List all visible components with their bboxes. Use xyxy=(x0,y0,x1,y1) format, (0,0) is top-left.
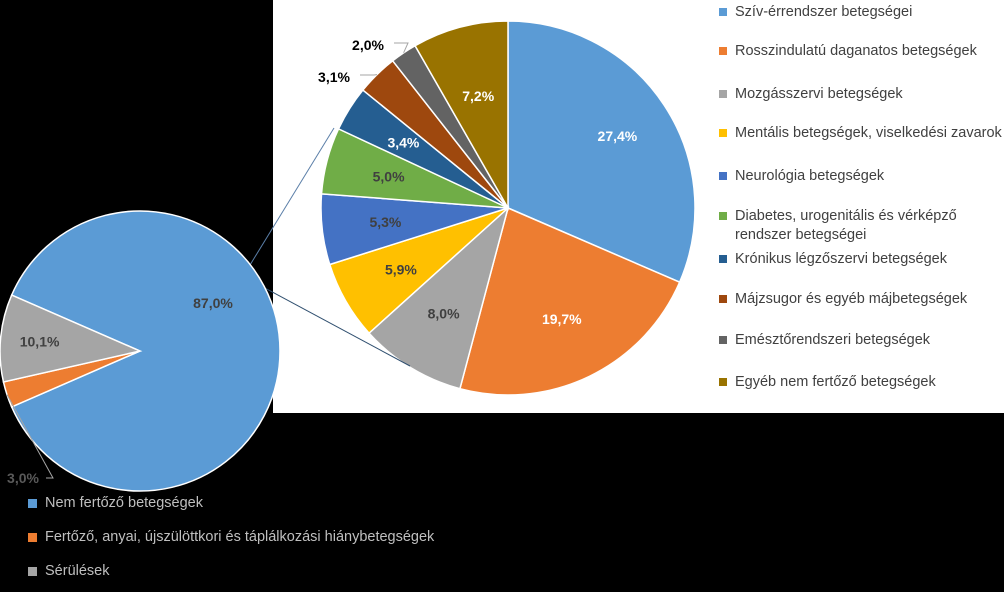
main-data-label: 3,0% xyxy=(7,470,39,486)
legend-label: Rosszindulatú daganatos betegségek xyxy=(735,43,977,59)
detail-data-label: 5,3% xyxy=(369,214,401,230)
legend-swatch xyxy=(719,129,727,137)
legend-swatch xyxy=(28,567,37,576)
legend-label: Nem fertőző betegségek xyxy=(45,495,203,511)
legend-label: Sérülések xyxy=(45,563,110,579)
legend-swatch xyxy=(719,378,727,386)
connector-line-bottom xyxy=(249,279,411,367)
detail-data-label: 8,0% xyxy=(428,305,460,321)
legend-swatch xyxy=(719,47,727,55)
detail-data-label: 3,4% xyxy=(387,135,419,151)
main-pie xyxy=(0,210,281,492)
detail-data-label: 5,0% xyxy=(373,169,405,185)
legend-label: Neurológia betegségek xyxy=(735,168,885,184)
legend-label: Fertőző, anyai, újszülöttkori és táplálk… xyxy=(45,529,435,545)
legend-swatch xyxy=(719,255,727,263)
detail-slice-mozgasszervi-betegsegek xyxy=(367,205,510,390)
main-leader-line xyxy=(6,394,54,479)
legend-swatch xyxy=(719,90,727,98)
legend-swatch xyxy=(719,8,727,16)
detail-slice-sziv-errendszer-betegsegei xyxy=(507,20,696,284)
legend-label: Mozgásszervi betegségek xyxy=(735,86,903,102)
detail-slice-egyeb-nem-fertozo-betegsegek xyxy=(414,20,509,211)
detail-data-label: 19,7% xyxy=(542,311,582,327)
detail-leader-line xyxy=(394,42,409,54)
legend-label: Krónikus légzőszervi betegségek xyxy=(735,251,947,267)
legend-label: Emésztőrendszeri betegségek xyxy=(735,332,931,348)
legend-label: Egyéb nem fertőző betegségek xyxy=(735,374,936,390)
main-data-label: 87,0% xyxy=(193,295,233,311)
detail-data-label: 3,1% xyxy=(318,69,350,85)
legend-label: Mentális betegségek, viselkedési zavarok xyxy=(735,125,1002,141)
legend-swatch xyxy=(719,172,727,180)
main-slice-serulesek xyxy=(0,294,143,383)
legend-label: Szív-érrendszer betegségei xyxy=(735,4,913,20)
detail-data-label: 27,4% xyxy=(598,128,638,144)
legend-swatch xyxy=(28,533,37,542)
legend-swatch xyxy=(28,499,37,508)
detail-pie xyxy=(320,20,696,396)
detail-data-label: 2,0% xyxy=(352,37,384,53)
legend-swatch xyxy=(719,212,727,220)
legend-swatch xyxy=(719,295,727,303)
legend-swatch xyxy=(719,336,727,344)
detail-data-label: 5,9% xyxy=(385,261,417,277)
detail-data-label: 7,2% xyxy=(462,88,494,104)
main-data-label: 10,1% xyxy=(20,334,60,350)
legend-label: Diabetes, urogenitális és vérképző rends… xyxy=(735,208,957,243)
detail-slice-rosszindulatu-daganatos-betegsegek xyxy=(459,206,681,396)
connector-line-top xyxy=(249,127,335,266)
legend-label: Májzsugor és egyéb májbetegségek xyxy=(735,291,968,307)
main-slice-nem-fertozo-betegsegek xyxy=(10,210,281,492)
